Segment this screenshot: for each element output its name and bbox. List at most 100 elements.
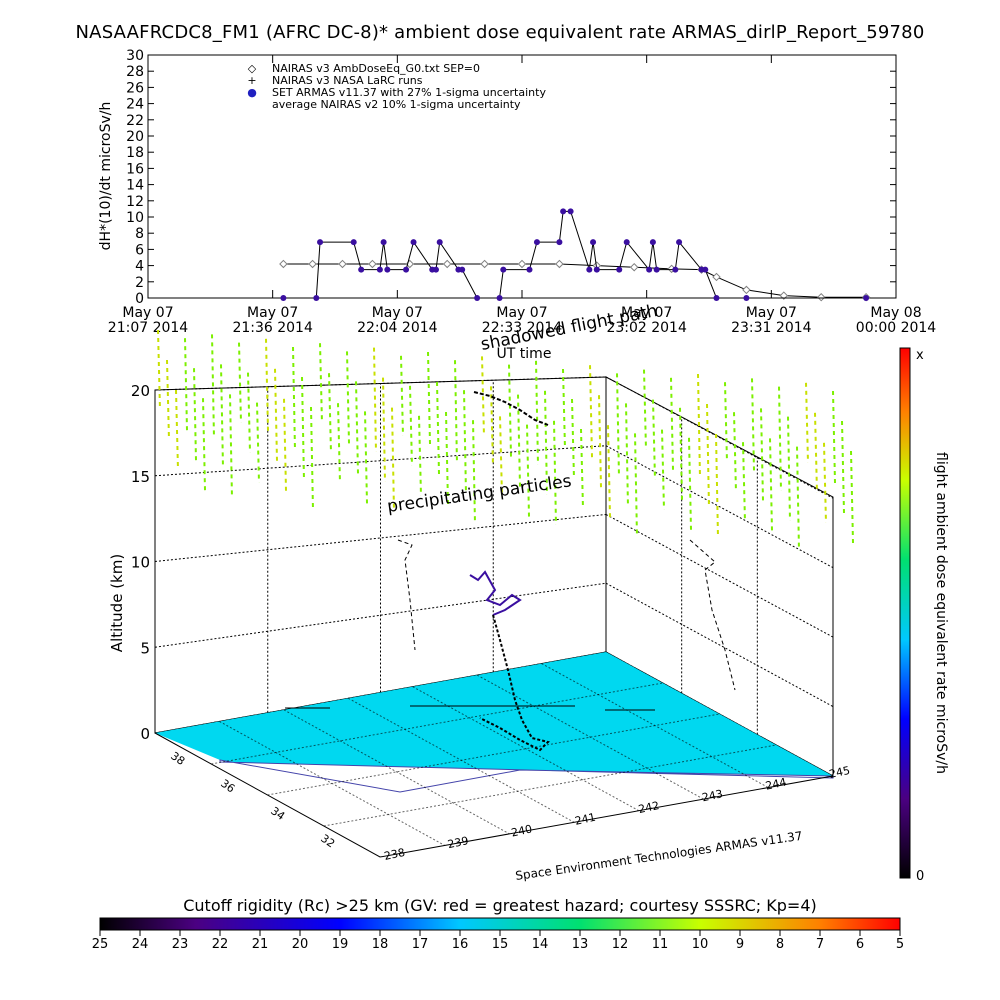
series-point [313,295,320,301]
particle-stroke [355,381,359,474]
particle-stroke [202,398,206,491]
legend-symbol: + [247,74,256,87]
altitude-axis-label: Altitude (km) [108,554,126,652]
particle-stroke [436,381,440,475]
altitude-tick-label: 10 [131,554,150,572]
particle-stroke [418,415,422,496]
longitude-tick-label: 240 [510,822,533,839]
rigidity-colorbar-ticks: 25 24 23 22 21 20 19 18 17 16 15 14 13 12 11 10 9 8 7 6 5 [92,930,904,952]
precipitating-particles-field [157,329,854,551]
y-tick-label: 6 [135,242,144,258]
particle-stroke [454,360,458,465]
particle-stroke [778,386,782,491]
particle-stroke [490,386,494,467]
series-point [593,266,600,273]
particle-stroke [319,343,323,424]
series-point [338,259,347,269]
series-point [779,291,789,300]
rigidity-tick-label: 14 [532,937,549,952]
series-point [350,239,357,246]
y-tick-label: 24 [126,97,144,113]
particle-stroke [742,442,746,523]
particle-stroke [481,356,485,437]
particle-stroke [256,402,260,483]
particle-stroke [283,398,287,491]
rigidity-tick-label: 23 [172,937,189,952]
legend-symbol: ● [247,86,257,99]
series-point [308,259,317,269]
particle-stroke [697,373,701,479]
altitude-tick-label: 0 [140,725,150,743]
y-tick-label: 18 [126,145,144,161]
rigidity-tick-label: 9 [736,937,744,952]
y-tick-label: 10 [126,210,144,226]
particle-stroke [337,403,341,484]
series-point [567,208,574,215]
particle-stroke [832,390,836,484]
series-point [533,239,540,246]
series-point [702,266,709,273]
rigidity-tick-label: 21 [252,937,269,952]
particle-stroke [616,373,620,478]
latitude-tick-label: 34 [268,804,287,823]
series-point [376,266,383,273]
series-point [653,266,660,273]
particle-stroke [472,420,476,525]
wall-grid-line [605,582,834,707]
x-tick-label-line1: May 08 [870,305,921,321]
series-point [517,259,527,269]
series-point [384,266,391,273]
rigidity-tick-label: 17 [412,937,429,952]
rigidity-tick-label: 7 [816,937,824,952]
x-tick-label-line2: 22:04 2014 [357,320,438,336]
particle-stroke [499,416,503,497]
particle-stroke [580,428,584,510]
series-point [590,239,597,246]
altitude-axis: 0 5 10 15 20 [131,382,150,743]
x-tick-label-line1: May 07 [621,305,672,321]
rigidity-tick-label: 5 [896,937,904,952]
series-point [649,239,656,246]
series-point [560,208,567,215]
particle-stroke [229,394,233,499]
particle-stroke [247,372,251,453]
wall-grid-line [154,445,607,477]
particle-stroke [166,359,170,441]
longitude-tick-label: 241 [574,811,597,828]
legend-label: NAIRAS v3 NASA LaRC runs [272,74,423,87]
series-point [403,266,410,273]
particle-stroke [535,360,539,465]
particle-stroke [688,437,692,530]
floor-grid-line [323,744,777,827]
y-tick-label: 12 [126,194,144,210]
particle-stroke [544,390,548,495]
particle-stroke [175,389,179,471]
colorbar-bottom-label: 0 [916,869,924,884]
rigidity-tick-label: 25 [92,937,109,952]
particle-stroke [751,378,755,471]
series-point [459,266,466,273]
particle-stroke [724,382,728,463]
rigidity-tick-label: 12 [612,937,629,952]
rigidity-tick-label: 11 [652,937,669,952]
particle-stroke [841,420,845,514]
altitude-tick-label: 20 [131,382,150,400]
series-point [526,266,533,273]
top-plot-series [279,208,871,302]
floor-frame [154,732,834,858]
particle-stroke [265,338,269,431]
latitude-tick-label: 38 [168,749,187,768]
series-point [555,259,564,269]
particle-stroke [463,390,467,495]
particle-stroke [625,403,629,508]
particle-stroke [310,406,314,512]
series-point [672,266,679,273]
particle-stroke [211,334,215,439]
legend: ◇ NAIRAS v3 AmbDoseEq_G0.txt SEP=0 + NAIRAS… [247,62,546,111]
rigidity-caption: Cutoff rigidity (Rc) >25 km (GV: red = g… [183,896,817,915]
longitude-axis: 238 239 240 241 242 243 244 245 [383,764,851,863]
track-shadow-left [397,539,416,651]
